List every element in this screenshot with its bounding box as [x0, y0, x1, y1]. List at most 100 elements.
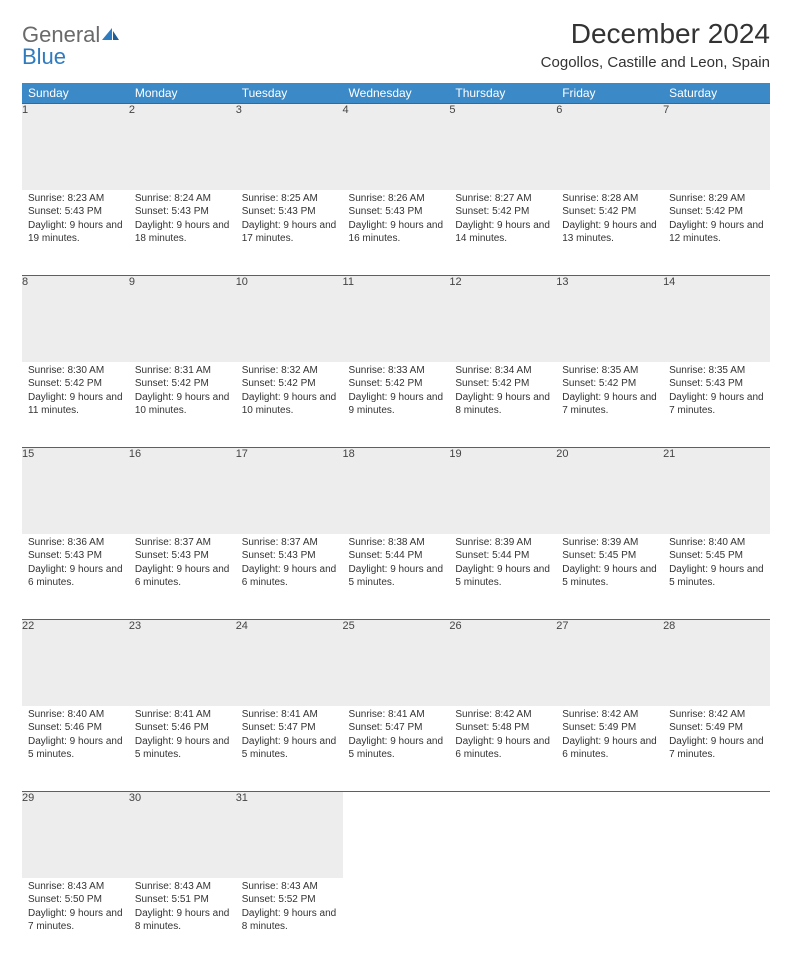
daylight-text: Daylight: 9 hours and 8 minutes.: [455, 391, 550, 418]
header: GeneralBlue December 2024 Cogollos, Cast…: [22, 18, 770, 71]
day-cell: Sunrise: 8:41 AMSunset: 5:47 PMDaylight:…: [236, 706, 343, 792]
day-details: Sunrise: 8:41 AMSunset: 5:47 PMDaylight:…: [343, 706, 450, 766]
day-details: Sunrise: 8:36 AMSunset: 5:43 PMDaylight:…: [22, 534, 129, 594]
daylight-text: Daylight: 9 hours and 17 minutes.: [242, 219, 337, 246]
day-details: Sunrise: 8:32 AMSunset: 5:42 PMDaylight:…: [236, 362, 343, 422]
daylight-text: Daylight: 9 hours and 7 minutes.: [669, 391, 764, 418]
sunrise-text: Sunrise: 8:41 AM: [349, 708, 444, 722]
daylight-text: Daylight: 9 hours and 13 minutes.: [562, 219, 657, 246]
day-cell: Sunrise: 8:42 AMSunset: 5:49 PMDaylight:…: [663, 706, 770, 792]
sunrise-text: Sunrise: 8:43 AM: [135, 880, 230, 894]
day-cell: Sunrise: 8:29 AMSunset: 5:42 PMDaylight:…: [663, 190, 770, 276]
day-cell: Sunrise: 8:23 AMSunset: 5:43 PMDaylight:…: [22, 190, 129, 276]
day-cell: Sunrise: 8:33 AMSunset: 5:42 PMDaylight:…: [343, 362, 450, 448]
day-cell: Sunrise: 8:25 AMSunset: 5:43 PMDaylight:…: [236, 190, 343, 276]
day-cell: Sunrise: 8:37 AMSunset: 5:43 PMDaylight:…: [129, 534, 236, 620]
day-details: Sunrise: 8:42 AMSunset: 5:48 PMDaylight:…: [449, 706, 556, 766]
day-cell: Sunrise: 8:30 AMSunset: 5:42 PMDaylight:…: [22, 362, 129, 448]
day-number: 17: [236, 448, 343, 534]
week-content-row: Sunrise: 8:23 AMSunset: 5:43 PM Daylight:…: [22, 190, 770, 276]
sunset-text: Sunset: 5:42 PM: [455, 377, 550, 391]
day-details: Sunrise: 8:27 AMSunset: 5:42 PMDaylight:…: [449, 190, 556, 250]
day-details: Sunrise: 8:39 AMSunset: 5:45 PMDaylight:…: [556, 534, 663, 594]
sunrise-text: Sunrise: 8:37 AM: [242, 536, 337, 550]
empty-cell: [556, 792, 663, 878]
day-cell: Sunrise: 8:38 AMSunset: 5:44 PMDaylight:…: [343, 534, 450, 620]
week-daynum-row: 891011121314: [22, 276, 770, 362]
daylight-text: Daylight: 9 hours and 8 minutes.: [242, 907, 337, 934]
sunset-text: Sunset: 5:42 PM: [455, 205, 550, 219]
day-number: 29: [22, 792, 129, 878]
day-details: Sunrise: 8:25 AMSunset: 5:43 PMDaylight:…: [236, 190, 343, 250]
day-cell: Sunrise: 8:27 AMSunset: 5:42 PMDaylight:…: [449, 190, 556, 276]
brand-logo: GeneralBlue: [22, 24, 120, 68]
day-cell: Sunrise: 8:35 AMSunset: 5:42 PMDaylight:…: [556, 362, 663, 448]
day-cell: Sunrise: 8:35 AMSunset: 5:43 PMDaylight:…: [663, 362, 770, 448]
day-details: Sunrise: 8:35 AMSunset: 5:43 PMDaylight:…: [663, 362, 770, 422]
sunset-text: Sunset: 5:49 PM: [669, 721, 764, 735]
day-details: Sunrise: 8:40 AMSunset: 5:45 PMDaylight:…: [663, 534, 770, 594]
day-details: Sunrise: 8:24 AMSunset: 5:43 PMDaylight:…: [129, 190, 236, 250]
sunset-text: Sunset: 5:42 PM: [669, 205, 764, 219]
day-cell: Sunrise: 8:24 AMSunset: 5:43 PMDaylight:…: [129, 190, 236, 276]
sunrise-text: Sunrise: 8:43 AM: [28, 880, 123, 894]
day-details: Sunrise: 8:43 AMSunset: 5:51 PMDaylight:…: [129, 878, 236, 938]
day-number: 5: [449, 104, 556, 190]
day-number: 27: [556, 620, 663, 706]
sunrise-text: Sunrise: 8:42 AM: [669, 708, 764, 722]
weekday-header: Friday: [556, 83, 663, 104]
sunset-text: Sunset: 5:42 PM: [562, 205, 657, 219]
day-number: 3: [236, 104, 343, 190]
day-number: 25: [343, 620, 450, 706]
sunset-text: Sunset: 5:43 PM: [242, 549, 337, 563]
sunrise-text: Sunrise: 8:30 AM: [28, 364, 123, 378]
sunset-text: Sunset: 5:43 PM: [28, 549, 123, 563]
sunrise-text: Sunrise: 8:39 AM: [562, 536, 657, 550]
sunset-text: Sunset: 5:46 PM: [135, 721, 230, 735]
day-details: Sunrise: 8:34 AMSunset: 5:42 PMDaylight:…: [449, 362, 556, 422]
day-details: Sunrise: 8:30 AMSunset: 5:42 PMDaylight:…: [22, 362, 129, 422]
sunset-text: Sunset: 5:43 PM: [669, 377, 764, 391]
day-number: 4: [343, 104, 450, 190]
sunrise-text: Sunrise: 8:29 AM: [669, 192, 764, 206]
daylight-text: Daylight: 9 hours and 9 minutes.: [349, 391, 444, 418]
sunrise-text: Sunrise: 8:42 AM: [562, 708, 657, 722]
sunset-text: Sunset: 5:43 PM: [28, 205, 123, 219]
day-number: 13: [556, 276, 663, 362]
day-details: Sunrise: 8:41 AMSunset: 5:47 PMDaylight:…: [236, 706, 343, 766]
day-number: 28: [663, 620, 770, 706]
day-details: Sunrise: 8:28 AMSunset: 5:42 PMDaylight:…: [556, 190, 663, 250]
week-daynum-row: 22232425262728: [22, 620, 770, 706]
day-cell: Sunrise: 8:36 AMSunset: 5:43 PMDaylight:…: [22, 534, 129, 620]
day-number: 14: [663, 276, 770, 362]
sunset-text: Sunset: 5:47 PM: [349, 721, 444, 735]
weekday-header: Thursday: [449, 83, 556, 104]
day-details: Sunrise: 8:23 AMSunset: 5:43 PMDaylight:…: [22, 190, 129, 250]
daylight-text: Daylight: 9 hours and 6 minutes.: [455, 735, 550, 762]
daylight-text: Daylight: 9 hours and 7 minutes.: [669, 735, 764, 762]
weekday-header: Wednesday: [343, 83, 450, 104]
sunrise-text: Sunrise: 8:27 AM: [455, 192, 550, 206]
day-number: 30: [129, 792, 236, 878]
day-number: 7: [663, 104, 770, 190]
sunrise-text: Sunrise: 8:23 AM: [28, 192, 123, 206]
empty-cell: [449, 792, 556, 878]
day-number: 2: [129, 104, 236, 190]
sunset-text: Sunset: 5:42 PM: [242, 377, 337, 391]
daylight-text: Daylight: 9 hours and 11 minutes.: [28, 391, 123, 418]
empty-cell: [663, 878, 770, 964]
week-content-row: Sunrise: 8:40 AMSunset: 5:46 PMDaylight:…: [22, 706, 770, 792]
day-cell: Sunrise: 8:34 AMSunset: 5:42 PMDaylight:…: [449, 362, 556, 448]
week-content-row: Sunrise: 8:43 AMSunset: 5:50 PMDaylight:…: [22, 878, 770, 964]
sunrise-text: Sunrise: 8:32 AM: [242, 364, 337, 378]
daylight-text: Daylight: 9 hours and 12 minutes.: [669, 219, 764, 246]
sunrise-text: Sunrise: 8:41 AM: [242, 708, 337, 722]
sunrise-text: Sunrise: 8:37 AM: [135, 536, 230, 550]
day-number: 15: [22, 448, 129, 534]
day-details: Sunrise: 8:42 AMSunset: 5:49 PMDaylight:…: [663, 706, 770, 766]
day-number: 23: [129, 620, 236, 706]
empty-cell: [663, 792, 770, 878]
day-number: 12: [449, 276, 556, 362]
daylight-text: Daylight: 9 hours and 18 minutes.: [135, 219, 230, 246]
daylight-text: Daylight: 9 hours and 6 minutes.: [28, 563, 123, 590]
